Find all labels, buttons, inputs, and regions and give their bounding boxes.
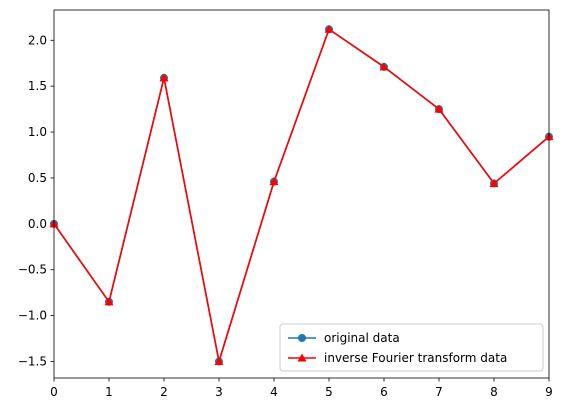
data-point [379, 62, 389, 71]
y-tick-label: 0.5 [28, 171, 47, 185]
legend: original data inverse Fourier transform … [279, 323, 544, 372]
x-axis-ticks: 0 1 2 3 4 5 6 7 8 9 [50, 378, 553, 399]
x-tick-label: 7 [435, 385, 443, 399]
x-tick-label: 1 [105, 385, 113, 399]
y-tick-label: −0.5 [18, 263, 47, 277]
x-tick-label: 3 [215, 385, 223, 399]
x-tick-label: 2 [160, 385, 168, 399]
series-layer [49, 24, 554, 366]
data-point [434, 104, 444, 113]
legend-marker-inverse [297, 353, 307, 362]
data-point [269, 177, 279, 186]
y-tick-label: −1.5 [18, 354, 47, 368]
y-tick-label: 1.0 [28, 125, 47, 139]
y-tick-label: 1.5 [28, 79, 47, 93]
plot-area [54, 10, 549, 378]
plot-frame [53, 9, 550, 379]
x-tick-label: 6 [380, 385, 388, 399]
series-line [53, 28, 550, 363]
data-point [214, 356, 224, 365]
data-point [489, 178, 499, 187]
y-tick-label: 0.0 [28, 217, 47, 231]
legend-marker-original [298, 334, 306, 342]
x-tick-label: 8 [490, 385, 498, 399]
data-point [324, 24, 334, 33]
y-tick-label: 2.0 [28, 33, 47, 47]
legend-label-original: original data [324, 331, 400, 345]
x-tick-label: 5 [325, 385, 333, 399]
legend-label-inverse: inverse Fourier transform data [324, 351, 507, 365]
x-tick-label: 4 [270, 385, 278, 399]
x-tick-label: 9 [545, 385, 553, 399]
data-point [104, 297, 114, 306]
x-tick-label: 0 [50, 385, 58, 399]
y-axis-ticks: −1.5 −1.0 −0.5 0.0 0.5 1.0 1.5 2.0 [18, 33, 54, 368]
legend-entry-inverse: inverse Fourier transform data [288, 351, 507, 365]
legend-box [279, 323, 544, 372]
y-tick-label: −1.0 [18, 309, 47, 323]
data-point [159, 73, 169, 82]
legend-entry-original: original data [288, 331, 400, 345]
